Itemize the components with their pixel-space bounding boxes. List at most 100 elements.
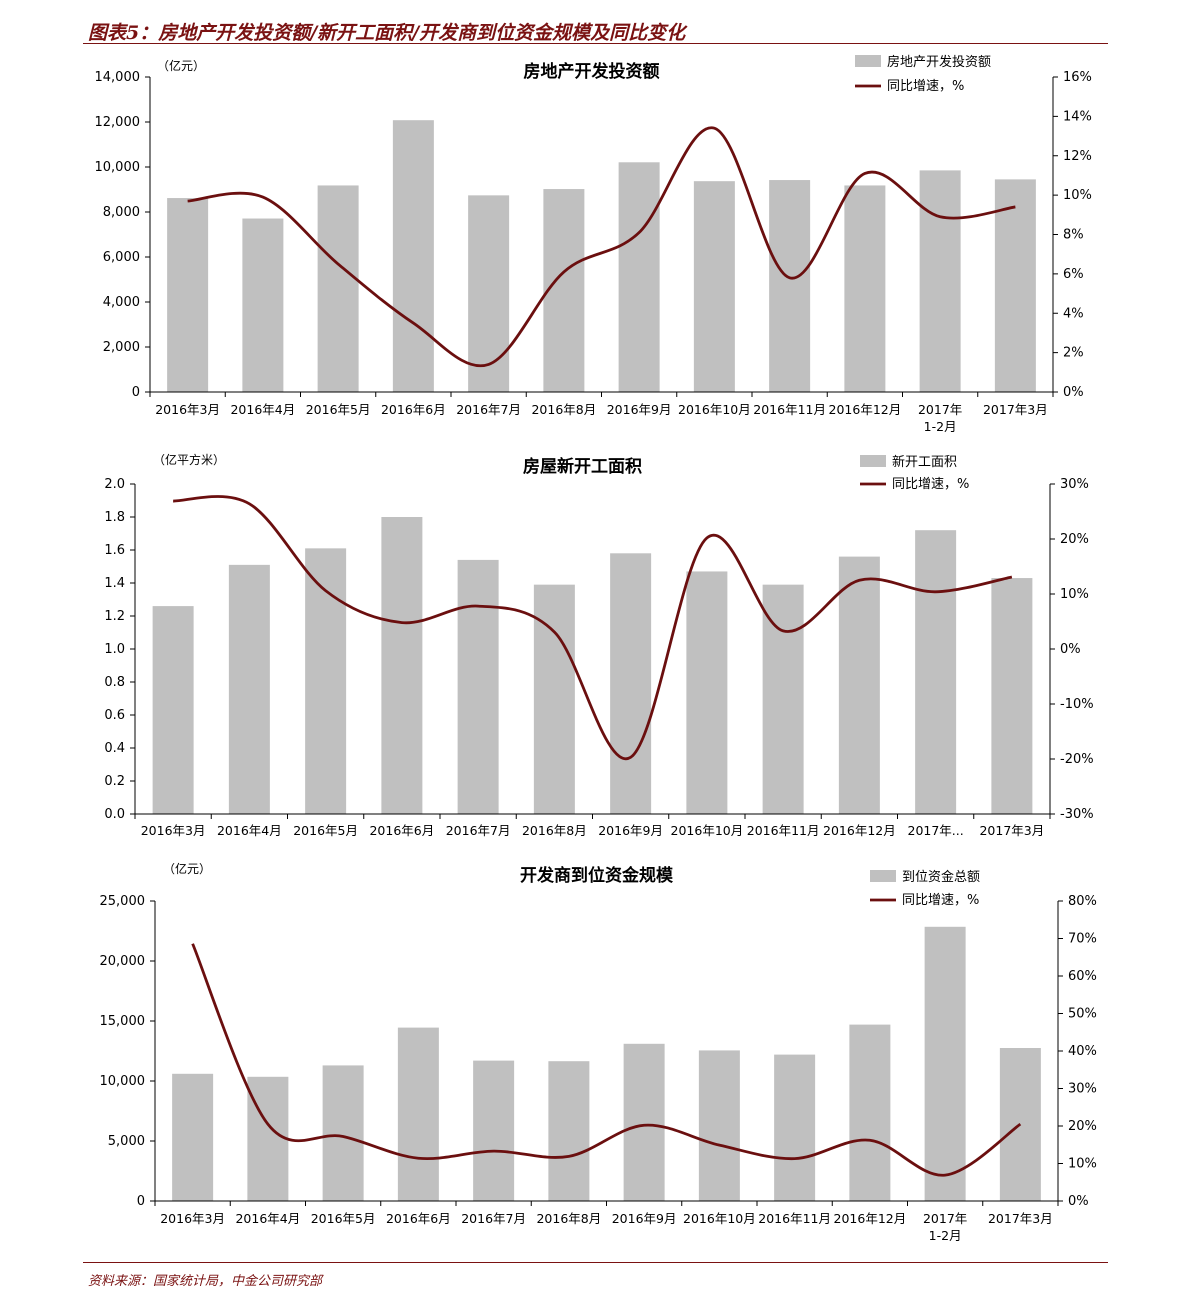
- right-tick-label: 30%: [1060, 477, 1089, 492]
- left-tick-label: 0.8: [104, 675, 125, 690]
- x-tick-label: 2017年3月: [988, 1211, 1053, 1226]
- right-tick-label: 70%: [1068, 932, 1097, 947]
- right-tick-label: -10%: [1060, 697, 1094, 712]
- x-tick-label: 2016年10月: [671, 823, 744, 838]
- legend-bar-label: 到位资金总额: [902, 869, 980, 885]
- bar: [915, 530, 957, 814]
- x-tick-label: 2016年4月: [230, 402, 295, 417]
- right-tick-label: 2%: [1063, 346, 1084, 361]
- bar: [838, 556, 880, 814]
- growth-line: [173, 495, 1013, 761]
- x-tick-label: 2016年12月: [829, 402, 902, 417]
- left-tick-label: 1.2: [104, 609, 125, 624]
- bar: [381, 517, 423, 814]
- right-tick-label: 10%: [1068, 1157, 1097, 1172]
- bar: [152, 606, 194, 814]
- x-tick-label: 2016年4月: [235, 1211, 300, 1226]
- bar: [991, 578, 1033, 814]
- top-rule: [83, 43, 1108, 44]
- x-tick-label: 2016年6月: [381, 402, 446, 417]
- left-tick-label: 5,000: [108, 1134, 145, 1149]
- x-tick-label: 2016年5月: [293, 823, 358, 838]
- x-tick-label: 2016年11月: [758, 1211, 831, 1226]
- right-tick-label: 16%: [1063, 70, 1092, 85]
- x-tick-label: 2016年8月: [536, 1211, 601, 1226]
- bar: [247, 1076, 289, 1201]
- legend-line-label: 同比增速，%: [892, 477, 969, 492]
- left-tick-label: 0.2: [104, 774, 125, 789]
- x-tick-label: 2016年7月: [446, 823, 511, 838]
- x-tick-label: 2016年10月: [683, 1211, 756, 1226]
- right-tick-label: 30%: [1068, 1082, 1097, 1097]
- x-tick-label: 2016年3月: [155, 402, 220, 417]
- right-tick-label: -30%: [1060, 807, 1094, 822]
- unit-label: （亿平方米）: [153, 452, 225, 467]
- x-tick-label: 1-2月: [929, 1228, 962, 1243]
- x-tick-label: 2016年8月: [531, 402, 596, 417]
- bar: [686, 571, 728, 814]
- right-tick-label: 20%: [1068, 1119, 1097, 1134]
- bar: [468, 195, 510, 392]
- left-tick-label: 0: [137, 1194, 145, 1209]
- right-tick-label: 0%: [1060, 642, 1081, 657]
- right-tick-label: -20%: [1060, 752, 1094, 767]
- x-tick-label: 2016年7月: [456, 402, 521, 417]
- legend-bar-swatch: [860, 455, 886, 467]
- bar: [533, 584, 575, 814]
- bar: [844, 185, 886, 392]
- left-tick-label: 6,000: [103, 250, 140, 265]
- x-tick-label: 2016年8月: [522, 823, 587, 838]
- left-tick-label: 25,000: [100, 894, 146, 909]
- left-tick-label: 20,000: [100, 954, 146, 969]
- bar: [849, 1024, 891, 1201]
- right-tick-label: 80%: [1068, 894, 1097, 909]
- legend-line-label: 同比增速，%: [902, 893, 979, 908]
- x-tick-label: 2016年11月: [753, 402, 826, 417]
- bar: [172, 1073, 214, 1201]
- right-tick-label: 50%: [1068, 1007, 1097, 1022]
- left-tick-label: 8,000: [103, 205, 140, 220]
- legend-bar-label: 新开工面积: [892, 454, 957, 470]
- bar: [322, 1065, 364, 1201]
- bar: [774, 1054, 816, 1201]
- bar: [919, 170, 961, 392]
- left-tick-label: 15,000: [100, 1014, 146, 1029]
- left-tick-label: 4,000: [103, 295, 140, 310]
- right-tick-label: 10%: [1063, 188, 1092, 203]
- right-tick-label: 4%: [1063, 306, 1084, 321]
- left-tick-label: 1.4: [104, 576, 125, 591]
- left-tick-label: 1.6: [104, 543, 125, 558]
- bar: [473, 1060, 515, 1201]
- right-tick-label: 14%: [1063, 109, 1092, 124]
- bar: [618, 162, 660, 392]
- chart-title: 开发商到位资金规模: [520, 865, 674, 886]
- x-tick-label: 2017年3月: [983, 402, 1048, 417]
- bar: [457, 559, 499, 814]
- bar: [693, 181, 735, 392]
- left-tick-label: 2,000: [103, 340, 140, 355]
- bar: [769, 180, 811, 392]
- bar: [305, 548, 347, 814]
- x-tick-label: 2016年5月: [311, 1211, 376, 1226]
- bar: [167, 198, 209, 392]
- bar: [994, 179, 1036, 392]
- x-tick-label: 2017年3月: [979, 823, 1044, 838]
- bar: [924, 926, 966, 1201]
- bar: [762, 584, 804, 814]
- unit-label: （亿元）: [163, 861, 211, 876]
- left-tick-label: 10,000: [100, 1074, 146, 1089]
- x-tick-label: 2016年12月: [834, 1211, 907, 1226]
- x-tick-label: 2016年10月: [678, 402, 751, 417]
- bar: [543, 189, 585, 392]
- right-tick-label: 20%: [1060, 532, 1089, 547]
- x-tick-label: 2016年6月: [369, 823, 434, 838]
- bottom-rule: [83, 1262, 1108, 1263]
- left-tick-label: 10,000: [95, 160, 141, 175]
- left-tick-label: 14,000: [95, 70, 141, 85]
- right-tick-label: 12%: [1063, 149, 1092, 164]
- left-tick-label: 0: [132, 385, 140, 400]
- x-tick-label: 2016年9月: [598, 823, 663, 838]
- investment-chart: 房地产开发投资额 （亿元） 0 2,000 4,000 6,000 8,000 10,000 1…: [95, 54, 1092, 434]
- x-tick-label: 2016年3月: [160, 1211, 225, 1226]
- growth-line: [187, 126, 1016, 368]
